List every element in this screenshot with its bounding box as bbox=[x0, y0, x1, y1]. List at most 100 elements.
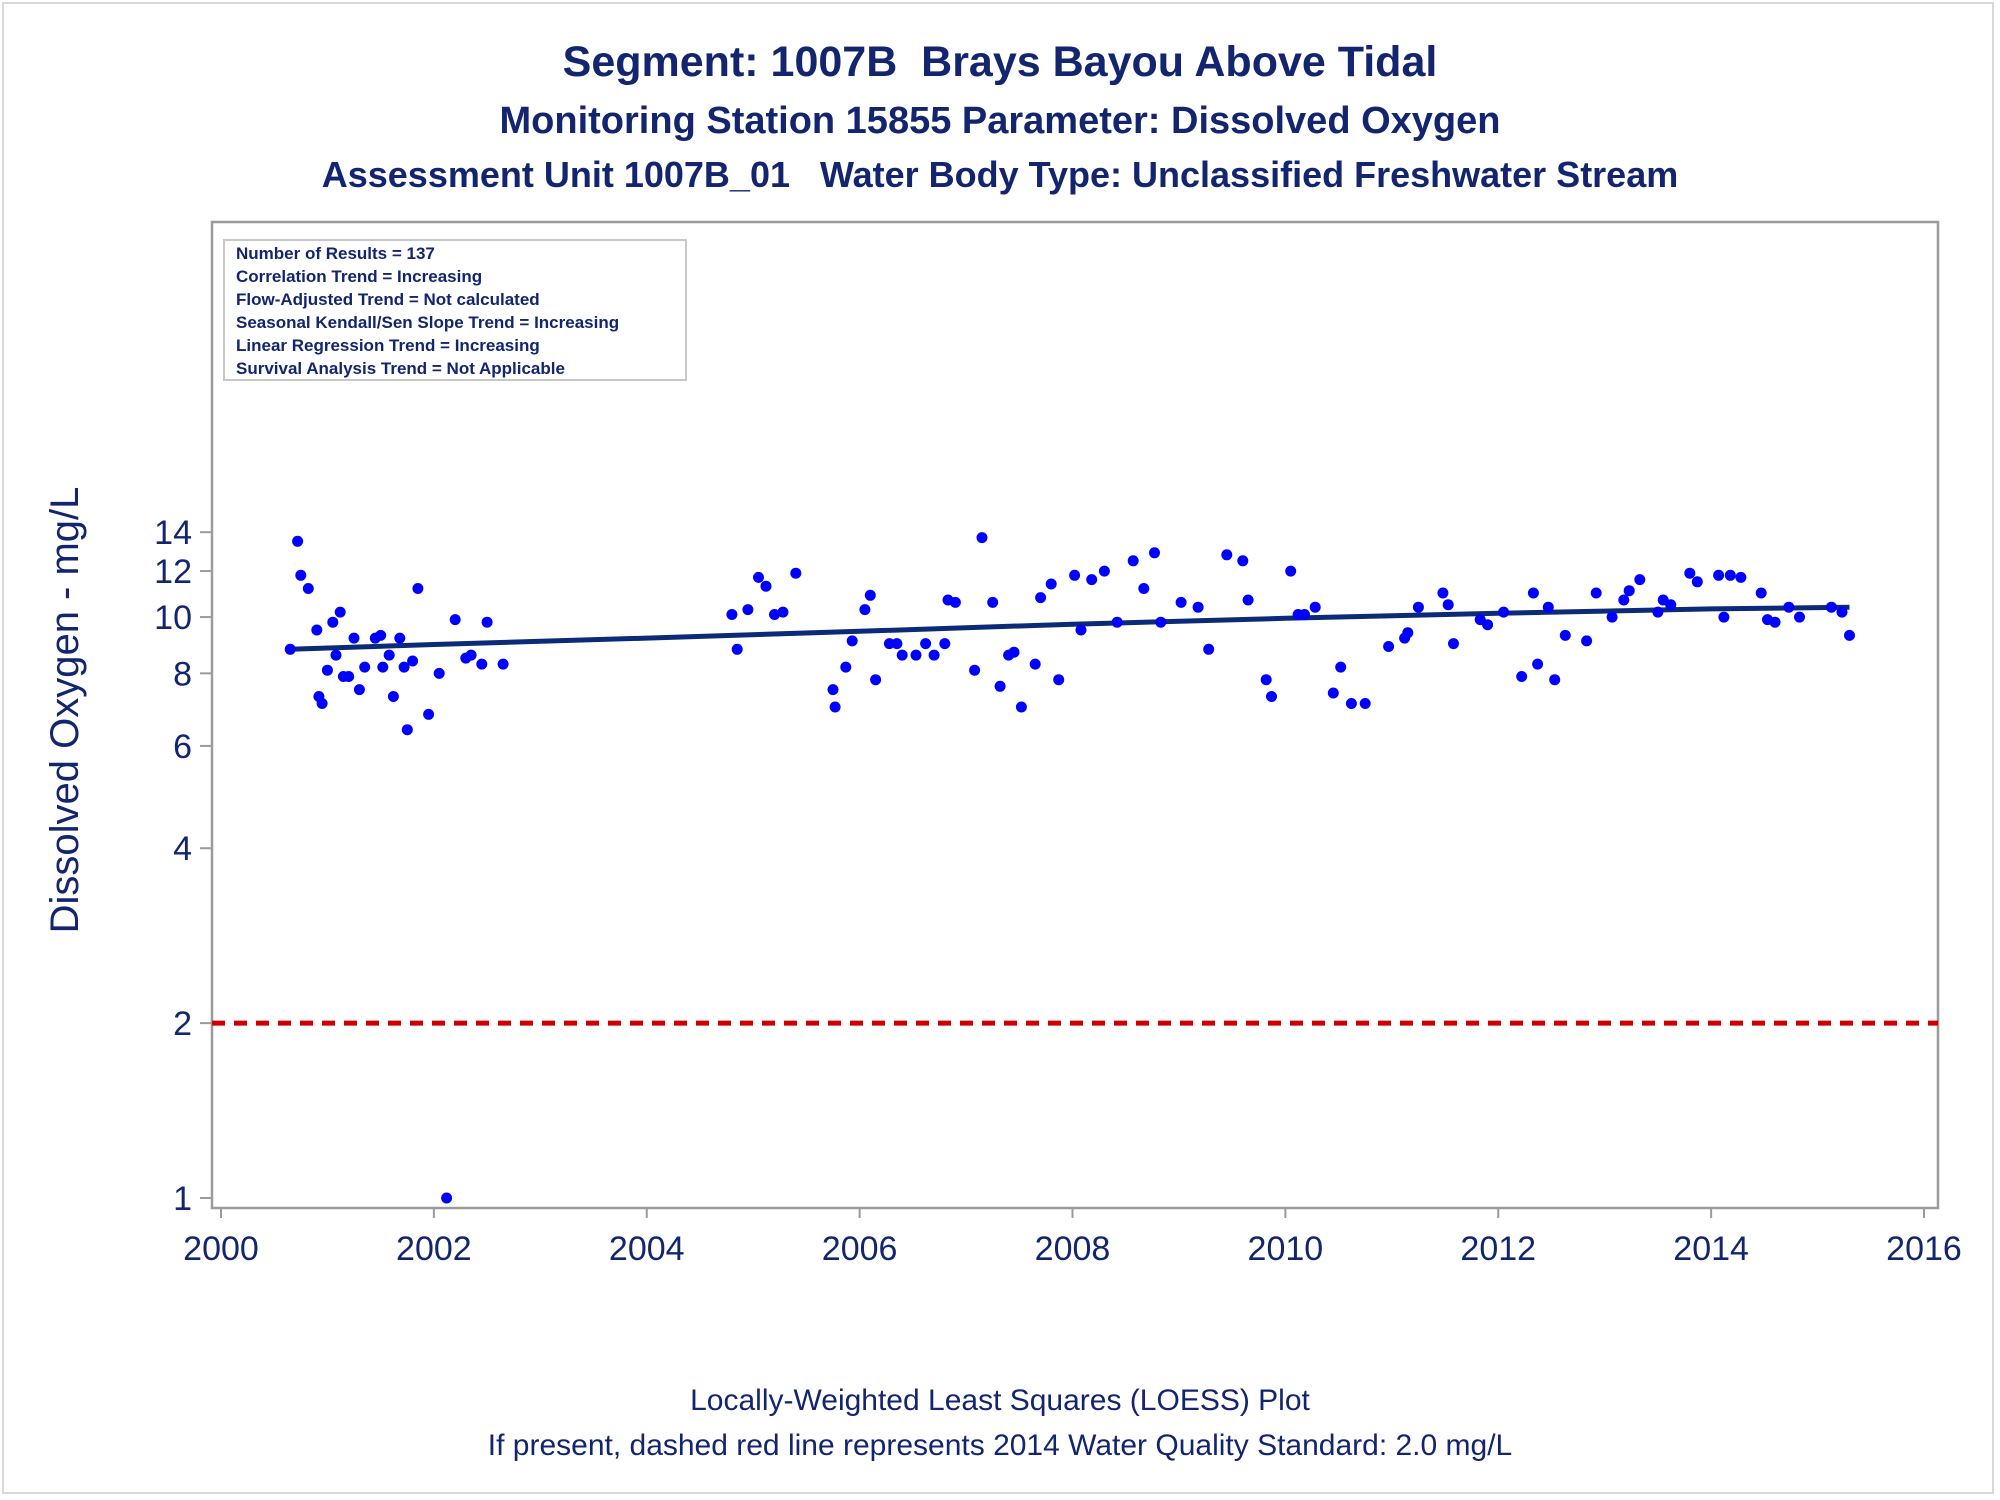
data-point bbox=[769, 609, 780, 620]
data-point bbox=[387, 691, 399, 702]
data-point bbox=[1149, 547, 1160, 559]
x-tick-label: 2000 bbox=[183, 1230, 259, 1268]
data-point bbox=[969, 664, 981, 676]
data-points bbox=[284, 532, 1855, 1204]
footnote-loess: Locally-Weighted Least Squares (LOESS) P… bbox=[690, 1384, 1310, 1417]
data-point bbox=[1652, 606, 1664, 618]
data-point bbox=[441, 1192, 453, 1204]
data-point bbox=[987, 596, 999, 608]
data-point bbox=[375, 629, 387, 641]
data-point bbox=[790, 567, 802, 579]
data-point bbox=[1086, 574, 1098, 586]
data-point bbox=[412, 583, 424, 594]
x-tick-label: 2012 bbox=[1460, 1230, 1536, 1268]
data-point bbox=[497, 658, 509, 670]
chart-subtitle: Monitoring Station 15855 Parameter: Diss… bbox=[499, 100, 1501, 142]
y-tick-label: 4 bbox=[173, 830, 192, 868]
data-point bbox=[316, 698, 328, 709]
data-point bbox=[1590, 587, 1602, 599]
data-point bbox=[1618, 594, 1630, 606]
data-point bbox=[1299, 609, 1310, 620]
chart-title: Segment: 1007B Brays Bayou Above Tidal bbox=[562, 38, 1438, 86]
data-point bbox=[1559, 629, 1571, 641]
y-tick-label: 12 bbox=[154, 553, 192, 591]
data-point bbox=[1260, 674, 1272, 686]
data-point bbox=[870, 674, 882, 686]
data-point bbox=[1266, 691, 1277, 702]
data-point bbox=[910, 649, 922, 661]
stats-box-border bbox=[223, 239, 687, 381]
data-point bbox=[343, 671, 355, 682]
data-point bbox=[401, 724, 413, 736]
data-point bbox=[1309, 601, 1321, 613]
data-point bbox=[1327, 687, 1339, 699]
x-tick-label: 2008 bbox=[1035, 1230, 1111, 1268]
data-point bbox=[1684, 567, 1696, 579]
data-point bbox=[1794, 611, 1805, 623]
data-point bbox=[398, 661, 410, 673]
footnote-standard: If present, dashed red line represents 2… bbox=[487, 1429, 1513, 1462]
data-point bbox=[394, 632, 406, 644]
y-axis-label: Dissolved Oxygen - mg/L bbox=[43, 487, 87, 934]
data-point bbox=[928, 649, 940, 661]
data-point bbox=[359, 661, 371, 673]
data-point bbox=[1606, 611, 1618, 623]
data-point bbox=[760, 580, 772, 592]
data-point bbox=[1724, 569, 1736, 581]
data-point bbox=[1053, 674, 1065, 686]
data-point bbox=[292, 535, 304, 547]
data-point bbox=[1285, 565, 1297, 577]
data-point bbox=[1402, 627, 1414, 639]
data-point bbox=[1237, 555, 1249, 567]
y-tick-label: 1 bbox=[173, 1180, 192, 1218]
data-point bbox=[896, 649, 908, 661]
data-point bbox=[753, 571, 764, 583]
data-point bbox=[1203, 643, 1215, 655]
data-point bbox=[1532, 658, 1544, 670]
data-point bbox=[1098, 565, 1110, 577]
data-point bbox=[353, 684, 365, 696]
data-point bbox=[731, 643, 743, 655]
data-point bbox=[1718, 611, 1730, 623]
y-tick-label: 14 bbox=[154, 514, 192, 552]
data-point bbox=[302, 583, 314, 594]
y-tick-label: 10 bbox=[154, 599, 192, 637]
data-point bbox=[1111, 616, 1123, 628]
data-point bbox=[1221, 549, 1233, 561]
x-axis: 2000 2002 2004 2006 2008 2010 2012 2014 2016 bbox=[183, 1208, 1962, 1268]
data-point bbox=[449, 614, 461, 626]
data-point bbox=[407, 655, 419, 667]
data-point bbox=[348, 632, 360, 644]
y-tick-label: 6 bbox=[173, 728, 192, 766]
data-point bbox=[1634, 574, 1646, 586]
data-point bbox=[1383, 641, 1395, 652]
data-point bbox=[1498, 606, 1510, 618]
data-point bbox=[859, 604, 871, 616]
data-point bbox=[1713, 569, 1725, 581]
data-point bbox=[465, 649, 477, 661]
data-point bbox=[1448, 638, 1459, 650]
data-point bbox=[976, 532, 988, 544]
data-point bbox=[423, 708, 435, 720]
data-point bbox=[1359, 698, 1371, 709]
data-point bbox=[1542, 601, 1554, 613]
data-point bbox=[1442, 599, 1454, 611]
stats-box: Number of Results = 137 Correlation Tren… bbox=[223, 239, 687, 381]
data-point bbox=[891, 638, 903, 650]
x-tick-label: 2010 bbox=[1248, 1230, 1324, 1268]
x-tick-label: 2004 bbox=[609, 1230, 685, 1268]
data-point bbox=[864, 589, 876, 601]
stats-line: Number of Results = 137 bbox=[236, 244, 435, 263]
chart-subtitle-2: Assessment Unit 1007B_01 Water Body Type… bbox=[321, 154, 1679, 195]
stats-line: Correlation Trend = Increasing bbox=[236, 267, 482, 286]
data-point bbox=[920, 638, 932, 650]
stats-line: Seasonal Kendall/Sen Slope Trend = Incre… bbox=[236, 313, 619, 332]
data-point bbox=[481, 616, 493, 628]
data-point bbox=[1242, 594, 1254, 606]
data-point bbox=[846, 635, 858, 647]
stats-line: Flow-Adjusted Trend = Not calculated bbox=[236, 290, 540, 309]
data-point bbox=[994, 680, 1006, 692]
data-point bbox=[321, 664, 333, 676]
